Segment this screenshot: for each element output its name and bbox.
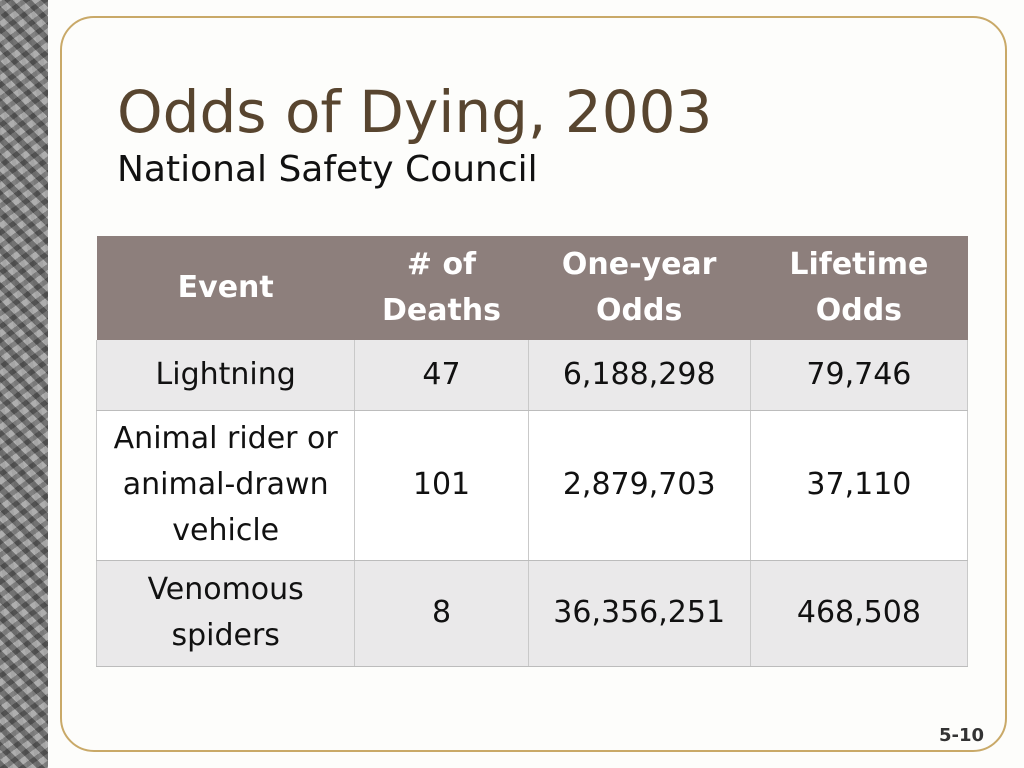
- slide-title: Odds of Dying, 2003: [117, 78, 713, 146]
- cell-deaths: 101: [354, 410, 529, 561]
- header-event-label: Event: [177, 270, 274, 305]
- cell-one-year-odds: 36,356,251: [527, 560, 751, 667]
- cell-deaths: 8: [354, 560, 529, 667]
- table-header-row: Event # of Deaths One-year Odds Lifetime…: [96, 236, 968, 340]
- cell-event: Animal rider or animal-drawn vehicle: [95, 410, 356, 561]
- slide-number: 5-10: [938, 725, 984, 746]
- header-deaths-line1: # of: [406, 247, 477, 282]
- header-lifetime-odds: Lifetime Odds: [750, 236, 968, 340]
- event-line: Lightning: [155, 356, 296, 392]
- header-deaths: # of Deaths: [354, 236, 529, 340]
- odds-table: Event # of Deaths One-year Odds Lifetime…: [95, 236, 969, 667]
- event-line: spiders: [171, 618, 280, 653]
- table-row: Animal rider or animal-drawn vehicle 101…: [95, 410, 969, 561]
- cell-lifetime-odds: 468,508: [749, 560, 969, 667]
- event-line: Animal rider or: [113, 421, 338, 456]
- header-event: Event: [96, 236, 355, 340]
- table-row: Venomous spiders 8 36,356,251 468,508: [95, 560, 969, 667]
- header-lifetime-line1: Lifetime: [789, 247, 929, 282]
- event-line: animal-drawn: [122, 467, 329, 502]
- cell-one-year-odds: 2,879,703: [527, 410, 751, 561]
- slide-subtitle: National Safety Council: [117, 149, 538, 190]
- cell-event: Venomous spiders: [95, 560, 356, 667]
- cell-event: Lightning: [95, 340, 356, 411]
- header-deaths-line2: Deaths: [381, 293, 502, 328]
- header-one-year-line2: Odds: [596, 293, 683, 328]
- cell-deaths: 47: [354, 340, 529, 411]
- table-row: Lightning 47 6,188,298 79,746: [95, 340, 969, 411]
- header-one-year-line1: One-year: [561, 247, 717, 282]
- event-line: vehicle: [172, 513, 280, 548]
- cell-lifetime-odds: 37,110: [749, 410, 969, 561]
- cell-lifetime-odds: 79,746: [749, 340, 969, 411]
- header-one-year-odds: One-year Odds: [528, 236, 751, 340]
- header-lifetime-line2: Odds: [815, 293, 903, 328]
- slide-frame: [60, 16, 1007, 752]
- event-line: Venomous: [147, 572, 304, 607]
- cell-one-year-odds: 6,188,298: [527, 340, 751, 411]
